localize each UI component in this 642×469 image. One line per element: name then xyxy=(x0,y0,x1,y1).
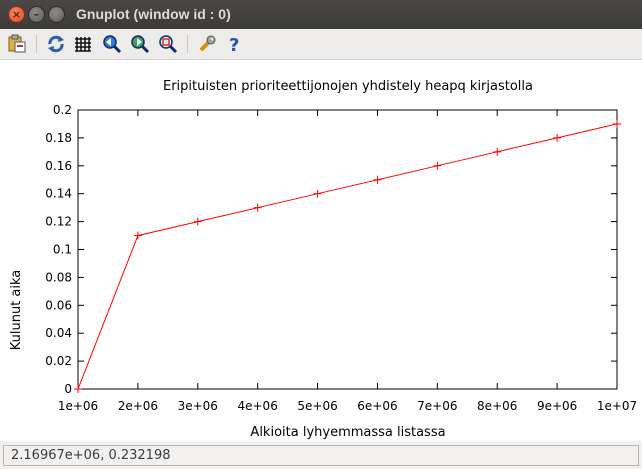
cursor-coordinates: 2.16967e+06, 0.232198 xyxy=(11,448,171,463)
help-icon: ? xyxy=(229,35,239,55)
x-tick-label: 1e+06 xyxy=(58,399,98,413)
x-tick-label: 3e+06 xyxy=(178,399,218,413)
copy-clipboard-button[interactable] xyxy=(6,33,28,55)
series-line xyxy=(77,123,618,390)
x-tick-label: 7e+06 xyxy=(417,399,457,413)
y-tick-label: 0.14 xyxy=(45,187,72,201)
data-point xyxy=(193,217,202,226)
plot-frame xyxy=(77,109,618,390)
zoom-next-button[interactable] xyxy=(129,33,151,55)
data-point xyxy=(553,133,562,142)
minimize-window-button[interactable]: – xyxy=(28,6,45,23)
data-point xyxy=(433,161,442,170)
window-titlebar: × – Gnuplot (window id : 0) xyxy=(0,0,642,29)
axis-ticks: 1e+06 2e+06 3e+06 4e+06 5e+06 6e+06 7e+06 8e+06… xyxy=(45,103,637,413)
grid-icon xyxy=(75,37,91,52)
y-tick-label: 0.16 xyxy=(45,159,72,173)
x-tick-label: 1e+07 xyxy=(597,399,637,413)
svg-text:?: ? xyxy=(229,35,239,55)
autoscale-button[interactable] xyxy=(157,33,179,55)
data-point xyxy=(313,189,322,198)
chart-title: Eripituisten prioriteettijonojen yhdiste… xyxy=(163,79,533,94)
x-tick-label: 9e+06 xyxy=(537,399,577,413)
x-tick-label: 4e+06 xyxy=(237,399,277,413)
data-point xyxy=(613,119,621,128)
y-tick-label: 0.04 xyxy=(45,326,72,340)
window-title: Gnuplot (window id : 0) xyxy=(76,6,231,22)
y-tick-label: 0.18 xyxy=(45,131,72,145)
y-tick-label: 0.1 xyxy=(53,243,72,257)
y-axis-label: Kulunut aika xyxy=(9,270,24,351)
x-tick-label: 8e+06 xyxy=(477,399,517,413)
replot-icon xyxy=(48,35,64,53)
zoom-previous-button[interactable] xyxy=(101,33,123,55)
data-point xyxy=(133,231,142,240)
preferences-button[interactable] xyxy=(196,33,218,55)
toolbar-separator xyxy=(187,35,188,53)
data-point xyxy=(253,203,262,212)
toolbar: ? xyxy=(0,29,642,60)
y-tick-label: 0.2 xyxy=(53,103,72,117)
maximize-window-button[interactable] xyxy=(48,6,65,23)
zoom-previous-icon xyxy=(103,35,122,54)
zoom-next-icon xyxy=(131,35,150,54)
x-tick-label: 5e+06 xyxy=(297,399,337,413)
y-tick-label: 0 xyxy=(64,382,72,396)
plot-area[interactable]: Eripituisten prioriteettijonojen yhdiste… xyxy=(0,60,642,441)
copy-clipboard-icon xyxy=(8,34,26,53)
replot-button[interactable] xyxy=(45,33,67,55)
status-bar: 2.16967e+06, 0.232198 xyxy=(0,441,642,469)
x-tick-label: 2e+06 xyxy=(118,399,158,413)
grid-button[interactable] xyxy=(73,33,95,55)
y-tick-label: 0.06 xyxy=(45,298,72,312)
preferences-icon xyxy=(199,35,216,52)
data-series xyxy=(74,119,621,393)
y-tick-label: 0.08 xyxy=(45,270,72,284)
help-button[interactable]: ? xyxy=(224,33,246,55)
close-window-button[interactable]: × xyxy=(8,6,25,23)
toolbar-separator xyxy=(36,35,37,53)
line-chart: Eripituisten prioriteettijonojen yhdiste… xyxy=(9,79,637,440)
y-tick-label: 0.12 xyxy=(45,215,72,229)
data-point xyxy=(493,147,502,156)
x-axis-label: Alkioita lyhyemmassa listassa xyxy=(250,425,445,440)
autoscale-icon xyxy=(159,35,178,54)
y-tick-label: 0.02 xyxy=(45,354,72,368)
data-point xyxy=(74,385,82,393)
x-tick-label: 6e+06 xyxy=(357,399,397,413)
data-point xyxy=(373,175,382,184)
status-box: 2.16967e+06, 0.232198 xyxy=(3,445,639,466)
